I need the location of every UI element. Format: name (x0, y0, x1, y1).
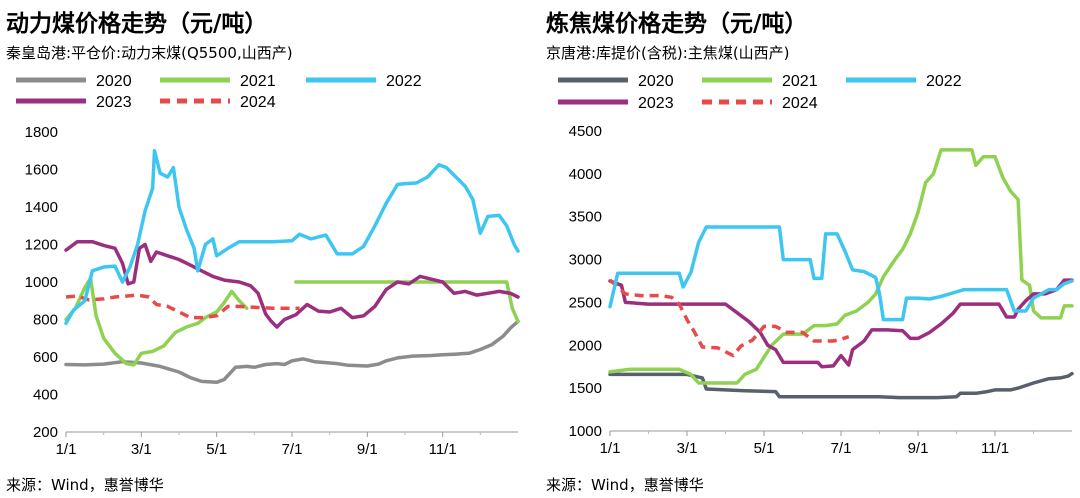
legend-label: 2024 (240, 94, 276, 111)
series-line-2020 (608, 371, 1074, 400)
x-tick-label: 1/1 (56, 441, 77, 458)
chart-svg: 200 400 600 800 1000 1200 1400 1600 1800 1/1 3/1 5/… (16, 73, 520, 458)
series-line-2022 (608, 225, 1074, 322)
x-tick-label: 1/1 (600, 440, 621, 457)
y-tick-label: 2000 (569, 337, 602, 354)
legend-label: 2022 (926, 73, 962, 90)
y-tick-label: 400 (33, 387, 58, 404)
y-tick-label: 4500 (569, 123, 602, 140)
series-line-2023 (64, 239, 520, 329)
chart-source: 来源：Wind，惠誉博华 (546, 476, 704, 494)
x-tick-label: 11/1 (981, 440, 1009, 457)
x-tick-label: 7/1 (282, 441, 303, 458)
chart-svg: 1000 1500 2000 2500 3000 3500 4000 4500 1/1 3/1 5/… (558, 73, 1074, 457)
x-tick-label: 5/1 (206, 441, 227, 458)
series-line-2022 (64, 149, 520, 326)
series-line-2024 (608, 278, 850, 358)
chart-title: 动力煤价格走势（元/吨） (6, 11, 268, 37)
chart-subtitle: 京唐港:库提价(含税):主焦煤(山西产) (546, 44, 790, 62)
legend-label: 2021 (240, 73, 276, 90)
series-line-2021 (64, 276, 249, 367)
legend-label: 2020 (96, 73, 132, 90)
y-tick-label: 1600 (25, 162, 58, 179)
x-tick-label: 9/1 (357, 441, 378, 458)
legend-label: 2024 (782, 95, 818, 112)
coal-chart-panel: 动力煤价格走势（元/吨） 秦皇岛港:平仓价:动力末煤(Q5500,山西产) 20… (6, 11, 520, 494)
legend-label: 2020 (638, 73, 674, 90)
series-line-2021b (294, 280, 520, 324)
x-tick-label: 3/1 (131, 441, 152, 458)
y-tick-label: 200 (33, 424, 58, 441)
legend-label: 2023 (638, 95, 674, 112)
chart-title: 炼焦煤价格走势（元/吨） (546, 11, 808, 37)
x-tick-label: 3/1 (677, 440, 698, 457)
series-line-2024 (65, 293, 300, 320)
y-tick-label: 1500 (569, 380, 602, 397)
y-tick-label: 1200 (25, 237, 58, 254)
series-line-2023 (608, 278, 1074, 369)
y-tick-label: 800 (33, 312, 58, 329)
series-line-2021 (608, 148, 1074, 385)
chart-source: 来源：Wind，惠誉博华 (6, 476, 164, 494)
y-tick-label: 1000 (569, 423, 602, 440)
coking-coal-chart-panel: 炼焦煤价格走势（元/吨） 京唐港:库提价(含税):主焦煤(山西产) 1000 15… (540, 0, 1080, 498)
y-tick-label: 3500 (569, 209, 602, 226)
y-tick-label: 2500 (569, 294, 602, 311)
legend-label: 2021 (782, 73, 818, 90)
y-tick-label: 1800 (25, 124, 58, 141)
y-tick-label: 1400 (25, 199, 58, 216)
legend-label: 2023 (96, 94, 132, 111)
series-line-2020 (64, 319, 520, 385)
y-tick-label: 1000 (25, 274, 58, 291)
chart-subtitle: 秦皇岛港:平仓价:动力末煤(Q5500,山西产) (6, 44, 293, 62)
y-tick-label: 600 (33, 349, 58, 366)
x-tick-label: 5/1 (754, 440, 775, 457)
x-tick-label: 9/1 (908, 440, 929, 457)
legend-label: 2022 (386, 73, 422, 90)
y-tick-label: 3000 (569, 252, 602, 269)
x-tick-label: 7/1 (831, 440, 852, 457)
y-tick-label: 4000 (569, 166, 602, 183)
x-tick-label: 11/1 (429, 441, 457, 458)
